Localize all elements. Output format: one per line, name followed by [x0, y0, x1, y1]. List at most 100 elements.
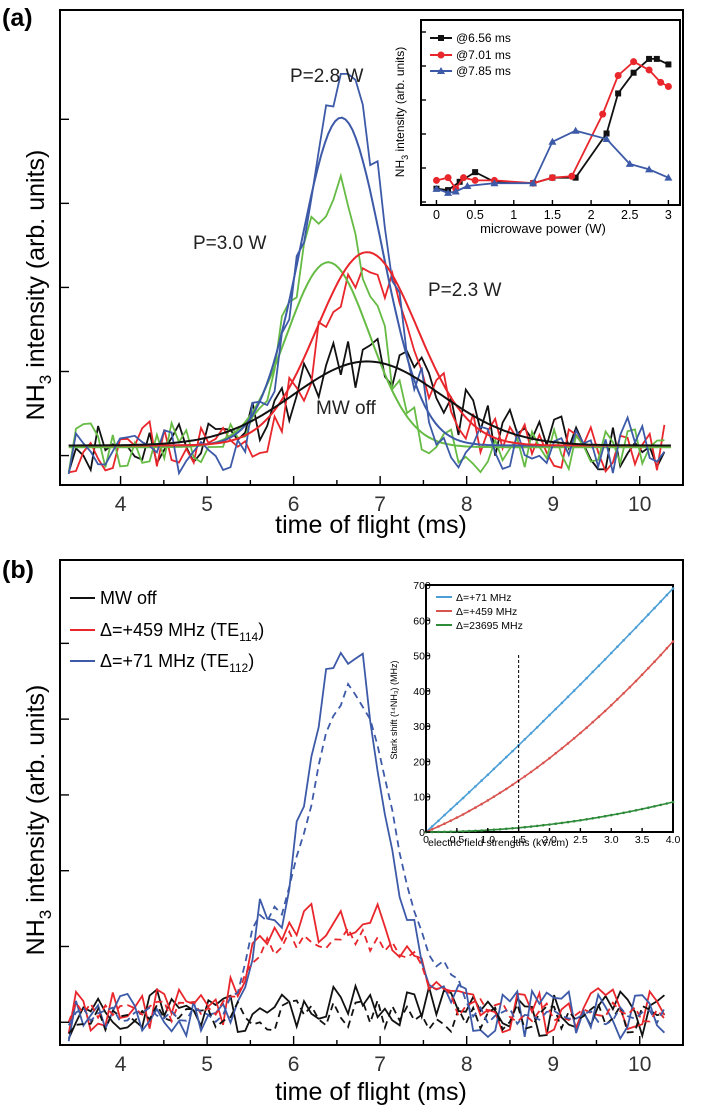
inset-a-marker-2-1 [444, 188, 453, 196]
inset-a-marker-2-7 [571, 126, 580, 134]
panel-a-x-tick-label-2: 6 [288, 493, 300, 516]
panel-b-x-ticks: 4 5 6 7 8 9 10 [60, 642, 651, 1076]
inset-b-series-line-0 [425, 587, 674, 833]
panel-a-series [67, 73, 671, 476]
panel-b-x-tick-label-3: 7 [374, 1053, 386, 1076]
panel-b-x-tick-label-1: 5 [201, 1053, 213, 1076]
panel-b-series-line-1 [67, 901, 666, 1035]
inset-a-marker-2-2 [451, 187, 460, 195]
inset-b-y-tick-label-0: 0 [419, 827, 425, 839]
panel-b-x-axis-label: time of flight (ms) [275, 1078, 467, 1106]
inset-a-marker-1-8 [568, 172, 576, 180]
panel-b-x-tick-label-4: 8 [461, 1053, 473, 1076]
inset-b-x-tick-label-4: 2.0 [542, 834, 557, 846]
panel-a: (a) 4 5 6 7 8 9 10 time of flight (ms) NH3 int… [2, 4, 684, 539]
inset-a-frame [420, 19, 681, 206]
inset-a-marker-0-9 [615, 90, 622, 97]
panel-b-inset: 0 0.5 1.0 1.5 2.0 2.5 3.0 3.5 4.0 0 100 200 300 400 50… [389, 580, 680, 849]
panel-a-x-tick-label-3: 7 [374, 493, 386, 516]
panel-b-series-line-0 [67, 983, 665, 1040]
annotation-mw-off: MW off [316, 398, 377, 419]
inset-b-x-tick-label-7: 3.5 [635, 834, 650, 846]
panel-a-series-line-6 [68, 251, 671, 447]
panel-b-series-line-3 [68, 997, 665, 1035]
inset-a-x-tick-label-4: 2 [588, 208, 595, 222]
inset-b-y-tick-label-2: 200 [413, 756, 431, 768]
inset-a-marker-2-11 [664, 173, 673, 181]
inset-b-y-tick-label-4: 400 [413, 686, 431, 698]
inset-a-marker-0-12 [653, 55, 660, 62]
panel-a-label: (a) [2, 4, 33, 32]
inset-a-marker-1-3 [460, 174, 468, 182]
inset-b-series-line-2 [426, 801, 674, 833]
panel-b-series [67, 651, 666, 1042]
inset-b-y-axis-label: Stark shift (¹⁴NH₃) (MHz) [389, 660, 399, 759]
inset-b-legend: Δ=+71 MHz Δ=+459 MHz Δ=23695 MHz [436, 592, 523, 632]
panel-a-inset: 0 0.5 1 1.5 2 2.5 3 microwave power (W) NH3 in… [393, 19, 681, 236]
legend-marker-785 [437, 67, 445, 74]
inset-b-x-tick-label-1: 0.5 [450, 834, 465, 846]
inset-a-marker-1-9 [599, 110, 607, 118]
inset-a-marker-2-0 [432, 184, 441, 192]
inset-a-marker-1-10 [614, 71, 622, 79]
annotation-p23: P=2.3 W [428, 280, 501, 301]
inset-a-marker-2-6 [548, 137, 557, 145]
inset-a-marker-2-5 [529, 179, 538, 187]
legend-marker-701 [437, 51, 445, 59]
panel-a-y-axis-label: NH3 intensity (arb. units) [22, 150, 55, 421]
inset-b-x-tick-label-6: 3.0 [604, 834, 619, 846]
panel-a-x-ticks: 4 5 6 7 8 9 10 [60, 118, 651, 516]
inset-a-marker-2-8 [602, 135, 611, 142]
inset-b-x-tick-label-8: 4.0 [666, 834, 681, 846]
inset-b-x-axis-label: electric field strengths (kV/cm) [428, 837, 569, 849]
panel-a-series-line-7 [68, 360, 671, 447]
inset-a-x-axis-label: microwave power (W) [480, 221, 606, 236]
inset-a-marker-0-13 [665, 61, 672, 68]
inset-a-marker-1-1 [444, 174, 452, 182]
panel-b-x-tick-label-0: 4 [115, 1053, 127, 1076]
panel-b-series-line-4 [67, 926, 666, 1024]
inset-a-x-tick-label-2: 1 [510, 208, 517, 222]
inset-b-x-tick-label-3: 1.5 [511, 834, 526, 846]
legend-label-mw-off: MW off [100, 588, 158, 608]
inset-a-x-tick-label-0: 0 [433, 208, 440, 222]
inset-b-y-tick-label-3: 300 [413, 721, 431, 733]
legend-marker-656 [438, 35, 444, 41]
panel-a-x-tick-label-4: 8 [461, 493, 473, 516]
inset-b-x-tick-label-5: 2.5 [573, 834, 588, 846]
panel-a-frame [59, 9, 684, 486]
inset-a-marker-1-13 [657, 78, 665, 86]
inset-a-marker-0-3 [472, 169, 479, 176]
panel-a-x-tick-label-5: 9 [547, 493, 559, 516]
legend-label-inset-459: Δ=+459 MHz [456, 606, 517, 618]
legend-label-inset-23695: Δ=23695 MHz [456, 620, 523, 632]
inset-a-marker-0-10 [630, 69, 637, 76]
legend-label-459: Δ=+459 MHz (TE114) [100, 620, 264, 644]
inset-b-series [424, 587, 675, 834]
inset-b-series-line-1 [425, 640, 674, 833]
inset-a-marker-2-9 [625, 159, 634, 167]
inset-a-marker-2-4 [490, 179, 499, 187]
legend-label-785: @7.85 ms [456, 64, 511, 78]
inset-a-x-tick-label-1: 0.5 [466, 208, 483, 222]
inset-a-marker-0-8 [603, 130, 610, 137]
inset-a-y-axis-label: NH3 intensity (arb. units) [393, 47, 410, 177]
panel-b-x-tick-label-5: 9 [547, 1053, 559, 1076]
legend-label-71: Δ=+71 MHz (TE112) [100, 651, 254, 675]
inset-a-x-tick-label-5: 2.5 [621, 208, 638, 222]
panel-b-series-line-5 [67, 682, 666, 1026]
inset-a-marker-0-11 [646, 55, 653, 62]
inset-a-marker-1-14 [664, 83, 672, 91]
panel-b-legend: MW off Δ=+459 MHz (TE114) Δ=+71 MHz (TE1… [70, 588, 264, 675]
panel-b-frame [59, 559, 684, 1046]
inset-b-ticks: 0 0.5 1.0 1.5 2.0 2.5 3.0 3.5 4.0 0 100 200 300 400 50… [413, 580, 680, 846]
panel-a-x-tick-label-6: 10 [628, 493, 651, 516]
inset-b-y-tick-label-6: 600 [413, 615, 431, 627]
legend-label-701: @7.01 ms [456, 48, 511, 62]
inset-a-marker-2-10 [645, 165, 654, 173]
panel-a-x-axis-label: time of flight (ms) [275, 511, 467, 539]
legend-label-inset-71: Δ=+71 MHz [456, 592, 511, 604]
inset-a-legend: @6.56 ms @7.01 ms @7.85 ms [430, 31, 511, 78]
inset-a-ticks: 0 0.5 1 1.5 2 2.5 3 [421, 31, 672, 222]
